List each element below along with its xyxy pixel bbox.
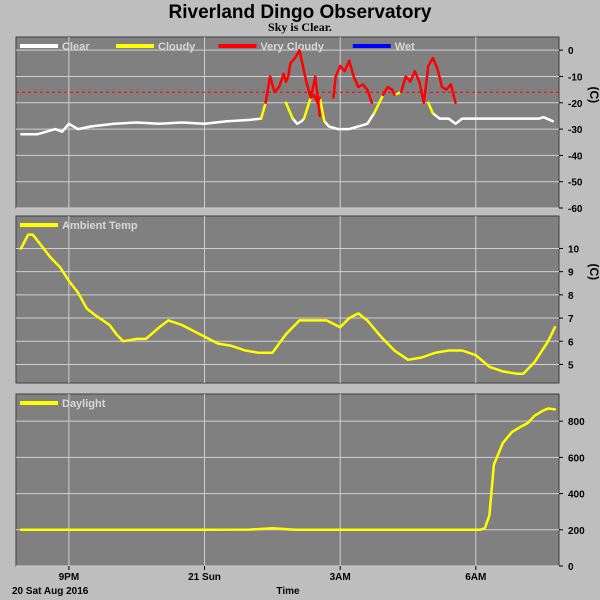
chart-title: Riverland Dingo Observatory [169, 2, 432, 23]
y-tick-label: 5 [568, 360, 574, 371]
series-line-cloudy [318, 96, 326, 123]
panel-1: 0 -10 -20 -30 -40 -50 -60 (C) Clear Cloudy Very Cl… [15, 36, 600, 215]
series-line-ambient-temp [19, 233, 557, 375]
y-tick-label: -50 [568, 178, 583, 189]
series-line-cloudy [302, 96, 313, 120]
series-line-very-cloudy [309, 75, 322, 118]
chart-subtitle: Sky is Clear. [268, 20, 332, 34]
legend-label-clear: Clear [62, 41, 90, 53]
plot-area [15, 36, 560, 209]
y-tick-label: -40 [568, 151, 583, 162]
x-axis-label: Time [276, 586, 300, 597]
legend-label-daylight: Daylight [62, 398, 106, 410]
legend-label-very-cloudy: Very Cloudy [260, 41, 324, 53]
x-tick-label: 3AM [330, 572, 351, 583]
y-tick-label: -20 [568, 99, 583, 110]
y-tick-label: 0 [568, 562, 574, 573]
y-tick-label: 7 [568, 314, 574, 325]
y-tick-label: 400 [568, 490, 585, 501]
plot-area [15, 393, 560, 567]
series-line-clear [323, 112, 376, 131]
y-tick-label: -60 [568, 204, 583, 215]
series-line-very-cloudy [399, 56, 457, 105]
series-line-cloudy [259, 101, 267, 120]
y-tick-label: 600 [568, 453, 585, 464]
series-line-cloudy [427, 101, 435, 115]
series-line-clear [291, 117, 306, 126]
y-tick-label: 6 [568, 337, 574, 348]
y-tick-label: 9 [568, 268, 574, 279]
x-axis-ticks: 9PM 21 Sun 3AM 6AM [59, 566, 486, 583]
y-tick-label: -10 [568, 72, 583, 83]
legend-label-ambient-temp: Ambient Temp [62, 220, 138, 232]
series-line-cloudy [372, 93, 385, 115]
y-tick-label: 8 [568, 291, 574, 302]
x-tick-label: 6AM [465, 572, 486, 583]
chart-panels: 0 -10 -20 -30 -40 -50 -60 (C) Clear Cloudy Very Cl… [15, 36, 600, 573]
legend-label-wet: Wet [395, 41, 415, 53]
series-line-very-cloudy [381, 85, 396, 97]
series-line-daylight [19, 407, 557, 532]
y-tick-label: 800 [568, 417, 585, 428]
x-axis-date: 20 Sat Aug 2016 [12, 586, 89, 597]
y-unit-label: (C) [587, 264, 600, 281]
y-tick-label: 10 [568, 244, 580, 255]
panel-2: 10 9 8 7 6 5 (C) Ambient Temp [15, 215, 600, 384]
y-tick-label: 0 [568, 46, 574, 57]
series-line-clear [20, 117, 263, 136]
series-line-very-cloudy [332, 59, 374, 105]
y-tick-label: 200 [568, 526, 585, 537]
series-line-clear [431, 112, 554, 126]
legend-label-cloudy: Cloudy [158, 41, 196, 53]
y-tick-label: -30 [568, 125, 583, 136]
plot-area [15, 215, 560, 384]
x-tick-label: 21 Sun [188, 572, 221, 583]
series-line-cloudy [284, 101, 294, 120]
panel-3: 800 600 400 200 0 Daylight [15, 393, 585, 573]
y-unit-label: (C) [587, 87, 600, 104]
x-tick-label: 9PM [59, 572, 80, 583]
